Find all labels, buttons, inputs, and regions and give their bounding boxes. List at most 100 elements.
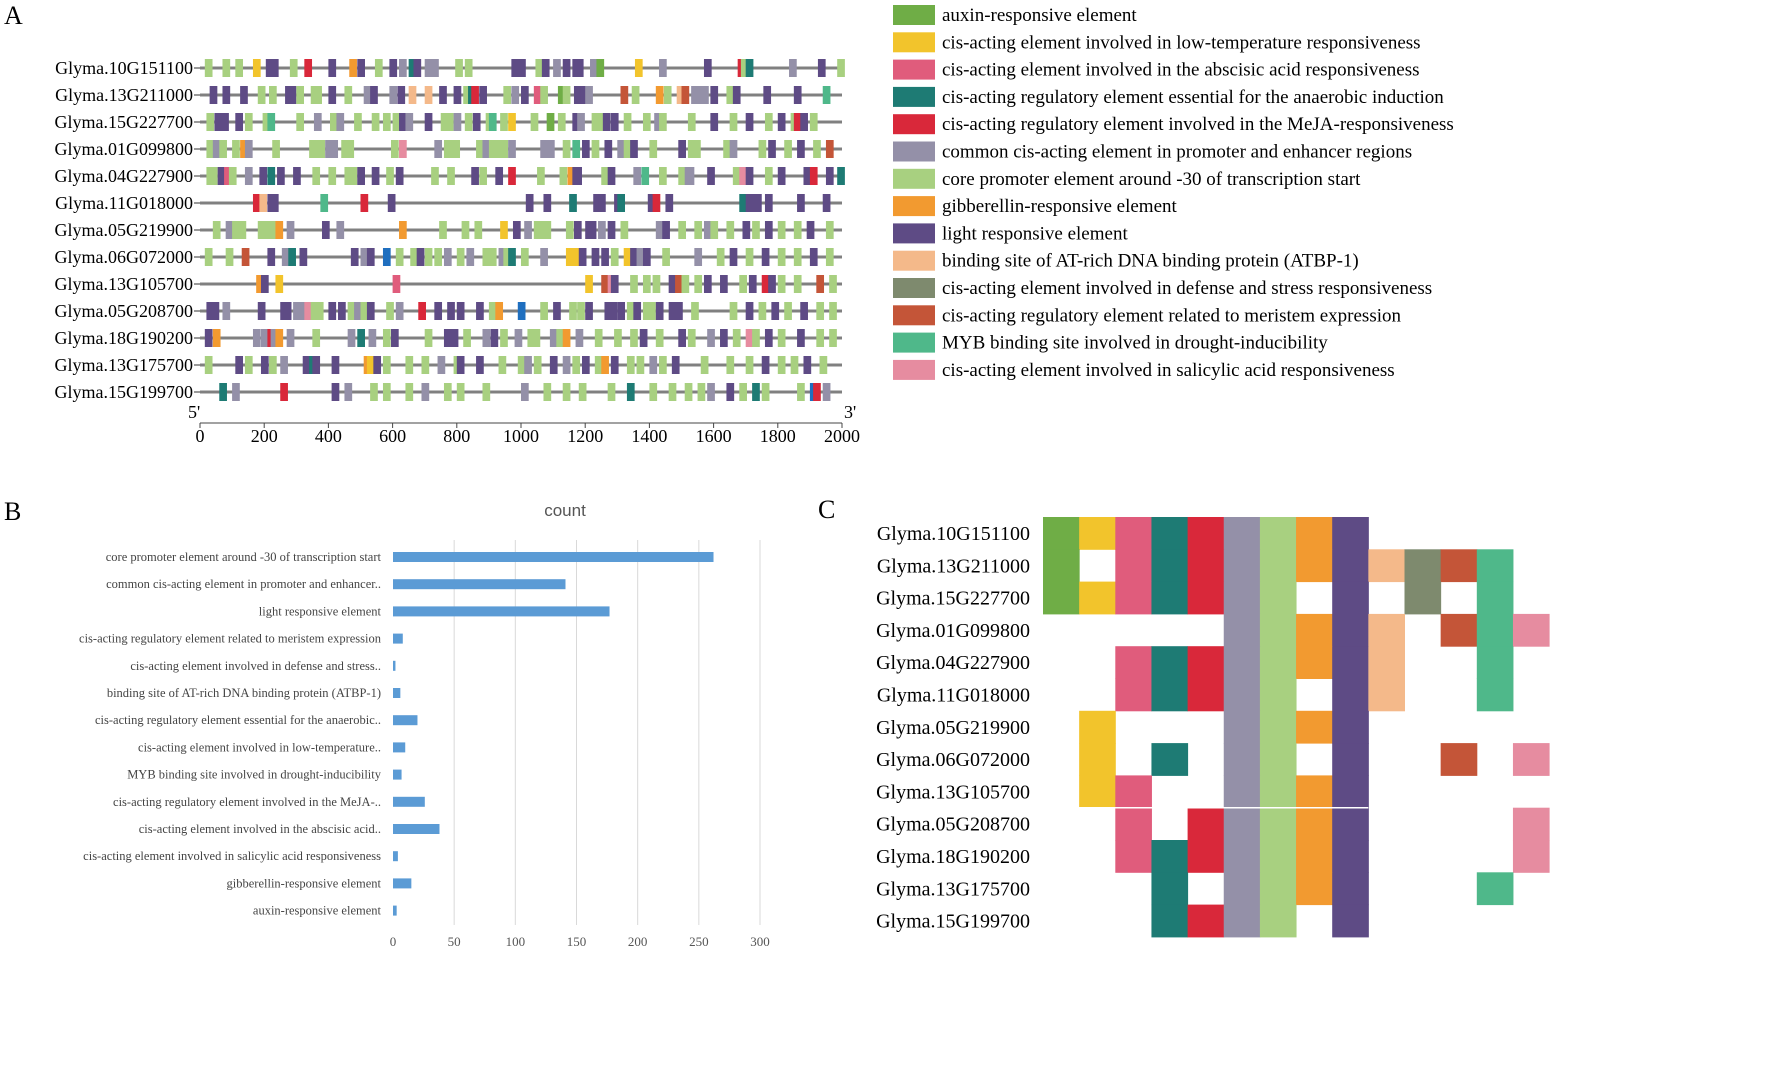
cis-element-box xyxy=(784,302,792,320)
cis-element-box xyxy=(269,86,277,104)
cis-element-box xyxy=(354,113,362,131)
cis-element-box xyxy=(524,221,532,239)
heatmap-cell xyxy=(1223,549,1261,583)
cis-element-box xyxy=(649,383,658,401)
category-label: core promoter element around -30 of tran… xyxy=(106,550,382,564)
legend-label: cis-acting regulatory element essential … xyxy=(942,87,1444,108)
cis-element-box xyxy=(390,329,399,347)
legend-swatch xyxy=(893,305,935,326)
heatmap-cell xyxy=(1259,807,1297,841)
cis-element-box xyxy=(777,221,786,239)
x-tick-label: 0 xyxy=(390,934,397,949)
cis-element-box xyxy=(217,167,226,185)
bar xyxy=(393,851,398,862)
heatmap-cell xyxy=(1187,646,1225,679)
cis-element-box xyxy=(777,356,786,374)
cis-element-box xyxy=(421,383,430,401)
cis-element-box xyxy=(654,113,662,131)
heatmap-cell xyxy=(1151,549,1189,583)
cis-element-box xyxy=(525,194,534,212)
cis-element-box xyxy=(244,113,253,131)
legend-label: core promoter element around -30 of tran… xyxy=(942,169,1361,190)
cis-element-box xyxy=(267,194,279,212)
cis-element-box xyxy=(668,302,677,320)
cis-element-box xyxy=(559,167,568,185)
heatmap-cell xyxy=(1115,581,1152,615)
cis-element-box xyxy=(649,140,658,158)
cis-element-box xyxy=(240,140,248,158)
cis-element-box xyxy=(784,140,792,158)
cis-element-box xyxy=(813,140,821,158)
cis-element-box xyxy=(224,167,232,185)
heatmap-cell xyxy=(1332,613,1369,647)
cis-element-box xyxy=(549,356,558,374)
cis-element-box xyxy=(806,221,815,239)
cis-element-box xyxy=(572,113,581,131)
cis-element-box xyxy=(521,86,529,104)
cis-element-box xyxy=(240,86,248,104)
cis-element-box xyxy=(634,59,643,77)
x-tick-label: 100 xyxy=(506,934,526,949)
cis-element-box xyxy=(206,113,215,131)
cis-element-box xyxy=(360,248,369,266)
legend-swatch xyxy=(893,250,935,271)
cis-element-box xyxy=(488,140,509,158)
bar-chart: 0 50 100 150 200 250 300 core promoter element … xyxy=(79,540,770,949)
x-tick-label: 300 xyxy=(750,934,770,949)
cis-element-box xyxy=(371,113,380,131)
legend-label: cis-acting regulatory element related to… xyxy=(942,305,1401,326)
cis-element-box xyxy=(395,302,404,320)
cis-element-box xyxy=(235,59,244,77)
cis-element-box xyxy=(399,113,407,131)
cis-element-box xyxy=(675,275,683,293)
cis-element-box xyxy=(659,59,667,77)
heatmap-cell xyxy=(1223,646,1261,679)
heatmap-cell xyxy=(1115,517,1152,550)
cis-element-box xyxy=(626,383,635,401)
heatmap-cell xyxy=(1223,517,1261,550)
cis-element-box xyxy=(710,221,719,239)
cis-element-box xyxy=(562,140,571,158)
heatmap-cell xyxy=(1368,646,1405,679)
heatmap-cell xyxy=(1476,581,1514,615)
cis-element-box xyxy=(338,302,346,320)
heatmap-cell xyxy=(1223,613,1261,647)
cis-element-box xyxy=(652,194,661,212)
cis-element-box xyxy=(232,140,240,158)
cis-element-box xyxy=(285,86,297,104)
x-tick-label: 1600 xyxy=(696,426,732,446)
cis-element-box xyxy=(360,302,369,320)
cis-element-box xyxy=(585,86,593,104)
legend-swatch xyxy=(893,114,935,135)
cis-element-box xyxy=(299,248,308,266)
heatmap-cell xyxy=(1151,840,1189,873)
cis-element-box xyxy=(443,329,459,347)
cis-element-box xyxy=(569,302,577,320)
cis-element-box xyxy=(392,113,401,131)
cis-element-box xyxy=(649,356,658,374)
cis-element-box xyxy=(366,356,375,374)
cis-element-box xyxy=(668,275,677,293)
legend-label: binding site of AT-rich DNA binding prot… xyxy=(942,251,1359,272)
cis-element-box xyxy=(694,248,703,266)
heatmap-cell xyxy=(1404,549,1442,583)
cis-element-box xyxy=(456,383,465,401)
cis-element-box xyxy=(366,302,375,320)
cis-element-box xyxy=(328,86,337,104)
cis-element-box xyxy=(530,113,539,131)
heatmap-row-label: Glyma.05G219900 xyxy=(876,717,1030,739)
cis-element-box xyxy=(374,59,383,77)
cis-element-box xyxy=(269,356,277,374)
cis-element-box xyxy=(293,302,306,320)
cis-element-box xyxy=(771,302,780,320)
heatmap-row-label: Glyma.13G105700 xyxy=(876,781,1030,803)
cis-element-box xyxy=(252,59,261,77)
cis-element-box xyxy=(580,86,589,104)
cis-element-box xyxy=(252,194,261,212)
cis-element-box xyxy=(252,329,261,347)
cis-element-box xyxy=(726,221,735,239)
legend-label: cis-acting element involved in salicylic… xyxy=(942,360,1395,381)
cis-element-box xyxy=(739,194,747,212)
cis-element-box xyxy=(546,113,555,131)
